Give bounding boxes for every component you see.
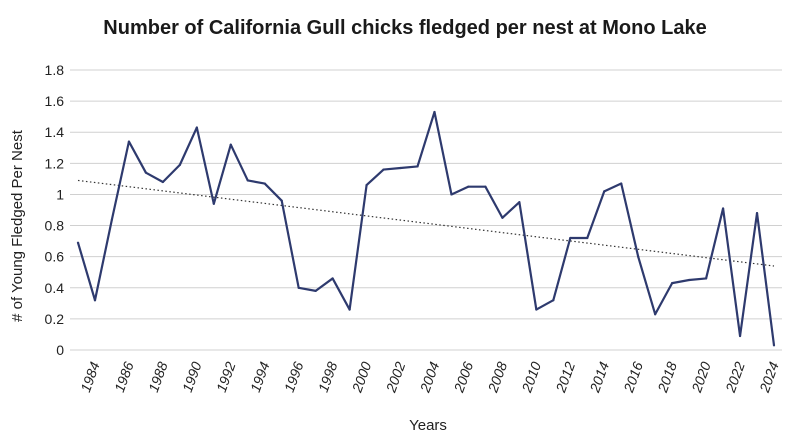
data-point — [535, 308, 538, 311]
data-point — [382, 168, 385, 171]
data-point — [297, 286, 300, 289]
data-point — [246, 179, 249, 182]
data-point — [229, 143, 232, 146]
x-tick-label: 2012 — [552, 359, 578, 395]
x-tick-label: 2024 — [756, 359, 782, 395]
y-tick-label: 1.6 — [45, 93, 65, 109]
x-tick-label: 1986 — [111, 359, 137, 394]
x-tick-label: 1988 — [145, 359, 171, 394]
data-point — [518, 201, 521, 204]
data-point — [671, 282, 674, 285]
x-tick-label: 1998 — [315, 359, 341, 394]
x-tick-label: 2010 — [518, 359, 544, 395]
data-point — [76, 241, 80, 244]
y-tick-label: 1.2 — [45, 155, 65, 171]
data-point — [416, 165, 419, 168]
x-tick-label: 1990 — [179, 359, 205, 394]
data-point — [212, 202, 215, 205]
data-point — [552, 299, 555, 302]
chart-title: Number of California Gull chicks fledged… — [103, 17, 706, 39]
x-tick-label: 2014 — [586, 359, 612, 395]
x-tick-label: 2018 — [654, 359, 680, 395]
x-tick-label: 2002 — [382, 359, 408, 395]
data-point — [620, 182, 623, 185]
data-point — [348, 308, 351, 311]
x-axis-ticks: 1984 1986 1988 1990 1992 1994 1996 1998 2000 2002… — [77, 359, 782, 395]
data-point — [467, 185, 470, 188]
data-point — [569, 236, 572, 240]
data-point — [755, 212, 759, 215]
data-point — [178, 163, 181, 166]
x-axis-label: Years — [409, 417, 447, 434]
y-tick-label: 1.8 — [45, 62, 65, 78]
data-point — [195, 126, 198, 129]
y-axis-ticks: 0 0.2 0.4 0.6 0.8 1 1.2 1.4 1.6 1.8 — [45, 62, 65, 358]
x-tick-label: 1996 — [281, 359, 307, 394]
trend-line — [77, 179, 775, 267]
x-tick-label: 2020 — [688, 359, 714, 395]
x-tick-label: 2008 — [484, 359, 510, 395]
x-tick-label: 2022 — [722, 359, 748, 395]
x-tick-label: 2016 — [620, 359, 646, 395]
data-point — [501, 216, 504, 219]
gridlines — [70, 69, 782, 351]
x-tick-label: 1984 — [77, 359, 103, 394]
data-point — [399, 166, 402, 170]
x-tick-label: 1994 — [247, 359, 273, 394]
data-point — [161, 180, 164, 184]
y-tick-label: 0 — [56, 342, 64, 358]
x-tick-label: 2000 — [348, 359, 374, 395]
y-tick-label: 1 — [56, 186, 64, 202]
series-line — [76, 110, 776, 346]
data-point — [603, 190, 606, 193]
x-tick-label: 1992 — [213, 359, 239, 394]
data-point — [365, 184, 368, 187]
y-axis-label: # of Young Fledged Per Nest — [9, 129, 26, 322]
data-point — [704, 277, 708, 280]
data-point — [127, 140, 131, 143]
data-point — [144, 171, 148, 174]
data-point — [433, 110, 436, 114]
data-point — [772, 344, 776, 347]
x-tick-label: 2004 — [416, 359, 442, 395]
x-tick-label: 2006 — [450, 359, 476, 395]
series — [76, 110, 776, 347]
data-point — [738, 334, 742, 338]
data-point — [263, 182, 266, 185]
y-tick-label: 0.6 — [45, 249, 65, 265]
data-point — [110, 218, 114, 221]
y-tick-label: 0.2 — [45, 311, 65, 327]
data-point — [280, 199, 283, 202]
data-point — [450, 193, 453, 196]
trendline — [77, 179, 775, 267]
y-tick-label: 0.4 — [45, 280, 65, 296]
data-point — [484, 185, 487, 188]
data-point — [93, 299, 97, 302]
data-point — [314, 289, 317, 292]
data-point — [721, 207, 725, 210]
y-tick-label: 0.8 — [45, 218, 65, 234]
y-tick-label: 1.4 — [45, 124, 65, 140]
data-point — [688, 278, 691, 282]
data-point — [586, 236, 589, 240]
data-point — [654, 313, 657, 316]
data-point — [331, 277, 334, 280]
data-point — [637, 255, 640, 258]
